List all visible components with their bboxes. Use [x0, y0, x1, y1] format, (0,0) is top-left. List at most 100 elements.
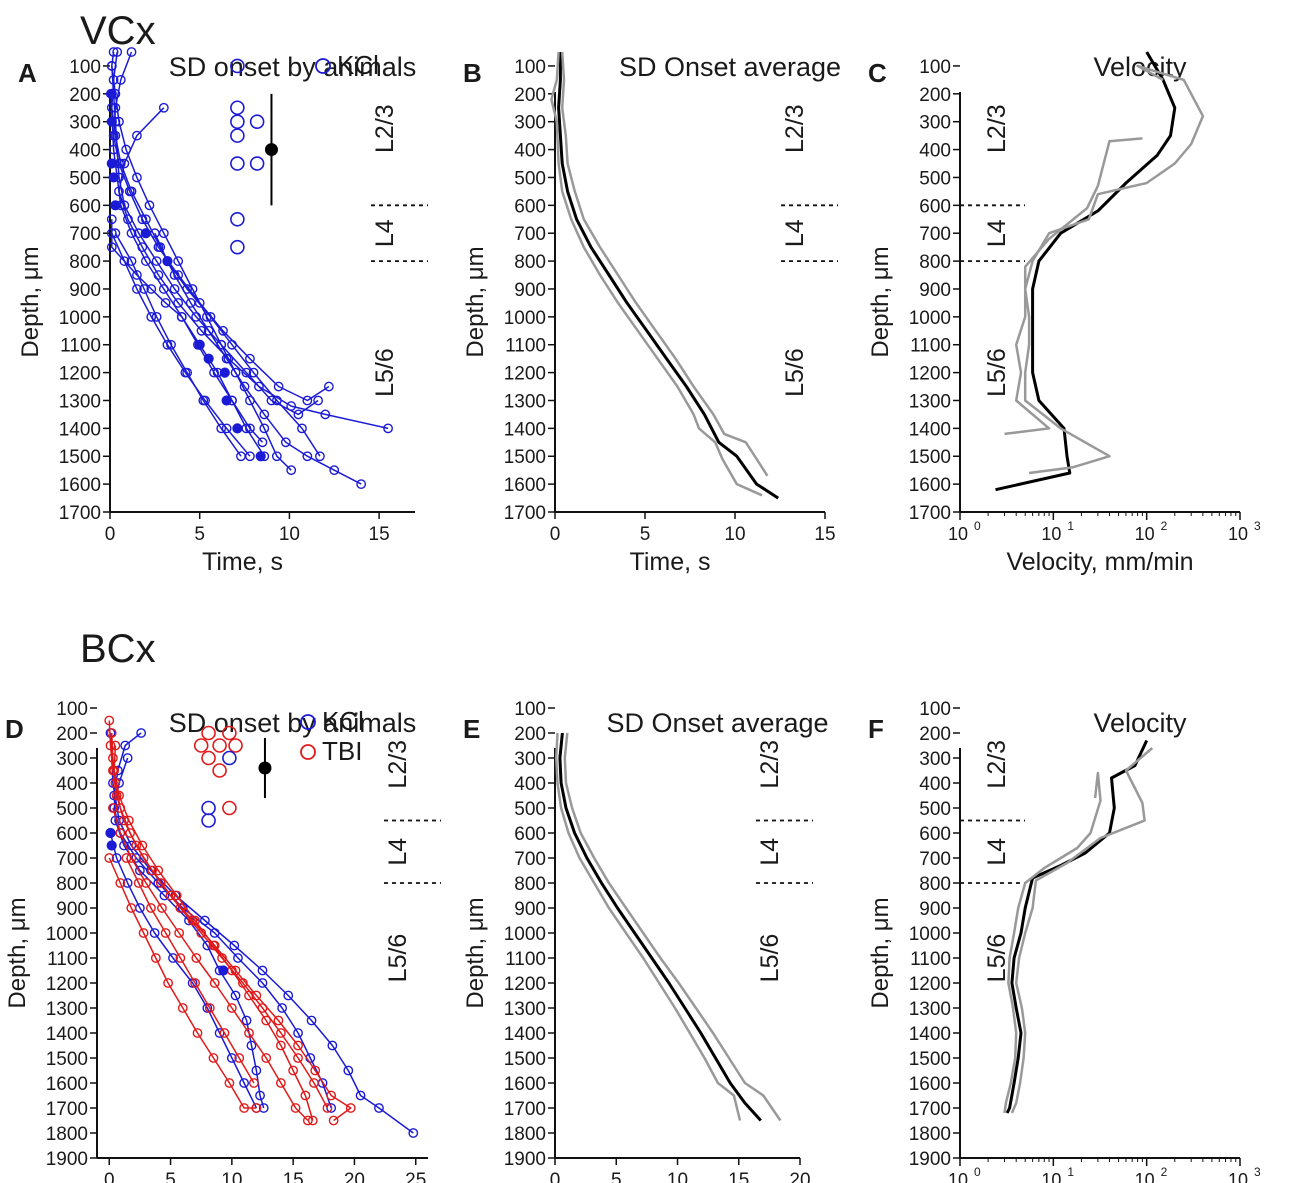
onset-marker — [222, 750, 237, 766]
x-tick-label: 20 — [344, 1170, 365, 1183]
data-point — [137, 840, 148, 851]
y-tick-label: 200 — [919, 724, 951, 745]
data-point — [194, 298, 205, 308]
y-tick-label: 1600 — [504, 1074, 546, 1095]
data-point — [273, 381, 284, 392]
y-tick-label: 1300 — [504, 999, 546, 1020]
y-tick-label: 700 — [514, 849, 546, 870]
series-line — [554, 732, 742, 1121]
layer-label: L4 — [983, 838, 1011, 866]
onset-marker — [212, 763, 227, 778]
data-point — [217, 953, 227, 963]
legend-label: TBI — [322, 736, 362, 766]
series-line — [108, 857, 257, 1109]
data-point — [139, 284, 149, 294]
y-tick-label: 200 — [514, 724, 546, 745]
x-tick-exponent: 2 — [1161, 1165, 1168, 1179]
onset-marker — [201, 750, 216, 766]
data-point — [180, 367, 191, 378]
data-point — [248, 367, 259, 378]
y-tick-label: 1000 — [46, 924, 88, 945]
x-tick-label: 0 — [104, 1170, 115, 1183]
y-tick-label: 1400 — [909, 419, 951, 440]
y-tick-label: 1200 — [59, 364, 101, 385]
data-point — [160, 928, 171, 938]
onset-marker — [212, 738, 227, 753]
onset-marker — [249, 114, 265, 129]
x-tick-label: 10 — [279, 524, 300, 545]
y-tick-label: 700 — [514, 224, 546, 245]
data-point — [114, 790, 124, 801]
data-point — [173, 270, 184, 280]
y-tick-label: 1300 — [46, 999, 88, 1020]
data-point — [290, 1103, 301, 1113]
data-point — [159, 890, 170, 901]
y-tick-label: 1000 — [909, 924, 951, 945]
panel-c: C Velocity1002003004005006007008009001000… — [867, 51, 1261, 576]
data-point — [191, 311, 202, 322]
panel-b: B SD Onset average10020030040050060070080… — [462, 51, 841, 576]
x-tick-label: 10 — [1041, 1170, 1061, 1183]
y-tick-label: 1800 — [504, 1124, 546, 1145]
series-line — [111, 51, 292, 471]
data-point — [141, 878, 151, 888]
data-point — [209, 978, 220, 988]
series-line — [154, 232, 321, 457]
data-point — [208, 1053, 219, 1063]
data-point — [151, 256, 162, 266]
y-tick-label: 700 — [919, 849, 951, 870]
data-point — [115, 878, 126, 888]
series-line — [110, 93, 265, 457]
filled-point — [105, 827, 116, 839]
y-tick-label: 1600 — [46, 1074, 88, 1095]
y-tick-label: 600 — [514, 824, 546, 845]
data-point — [171, 890, 182, 901]
y-tick-label: 1500 — [909, 1049, 951, 1070]
data-point — [131, 840, 142, 851]
data-point — [119, 158, 130, 169]
data-point — [223, 353, 234, 364]
data-point — [157, 903, 167, 913]
filled-point — [232, 423, 243, 434]
y-tick-label: 800 — [514, 874, 546, 895]
layer-label: L2/3 — [781, 104, 809, 153]
data-point — [257, 437, 268, 448]
data-point — [302, 395, 313, 406]
y-tick-label: 900 — [514, 280, 546, 301]
series-line — [1010, 747, 1154, 1114]
data-point — [112, 47, 123, 57]
layer-label: L4 — [781, 219, 809, 247]
filled-point — [221, 395, 232, 406]
y-tick-label: 300 — [919, 749, 951, 770]
panel-letter: A — [18, 58, 37, 88]
layer-label: L2/3 — [756, 740, 784, 789]
data-point — [307, 1115, 318, 1126]
data-point — [309, 1078, 319, 1088]
data-point — [196, 325, 207, 336]
data-point — [126, 228, 137, 239]
data-point — [110, 740, 121, 751]
series-line — [563, 732, 782, 1122]
data-point — [190, 915, 200, 926]
data-point — [239, 381, 250, 392]
y-tick-label: 100 — [919, 57, 951, 78]
series-line — [109, 732, 414, 1134]
y-tick-label: 1400 — [504, 1024, 546, 1045]
data-point — [293, 1053, 303, 1063]
series-line — [1005, 739, 1149, 1114]
onset-marker — [222, 725, 237, 741]
panel-letter: F — [868, 714, 884, 744]
data-point — [293, 1040, 303, 1051]
data-point — [132, 270, 142, 280]
series-line — [1003, 771, 1102, 1114]
y-axis-label: Depth, μm — [867, 246, 894, 357]
y-tick-label: 1900 — [909, 1149, 951, 1170]
y-tick-label: 100 — [69, 57, 101, 78]
y-tick-label: 400 — [919, 141, 951, 162]
y-tick-label: 1100 — [505, 949, 546, 970]
data-point — [190, 978, 200, 988]
data-point — [383, 423, 393, 434]
onset-marker — [230, 58, 245, 74]
panel-d: D SD onset by animals10020030040050060070… — [4, 699, 441, 1183]
section-label-vcx: VCx — [80, 9, 156, 53]
